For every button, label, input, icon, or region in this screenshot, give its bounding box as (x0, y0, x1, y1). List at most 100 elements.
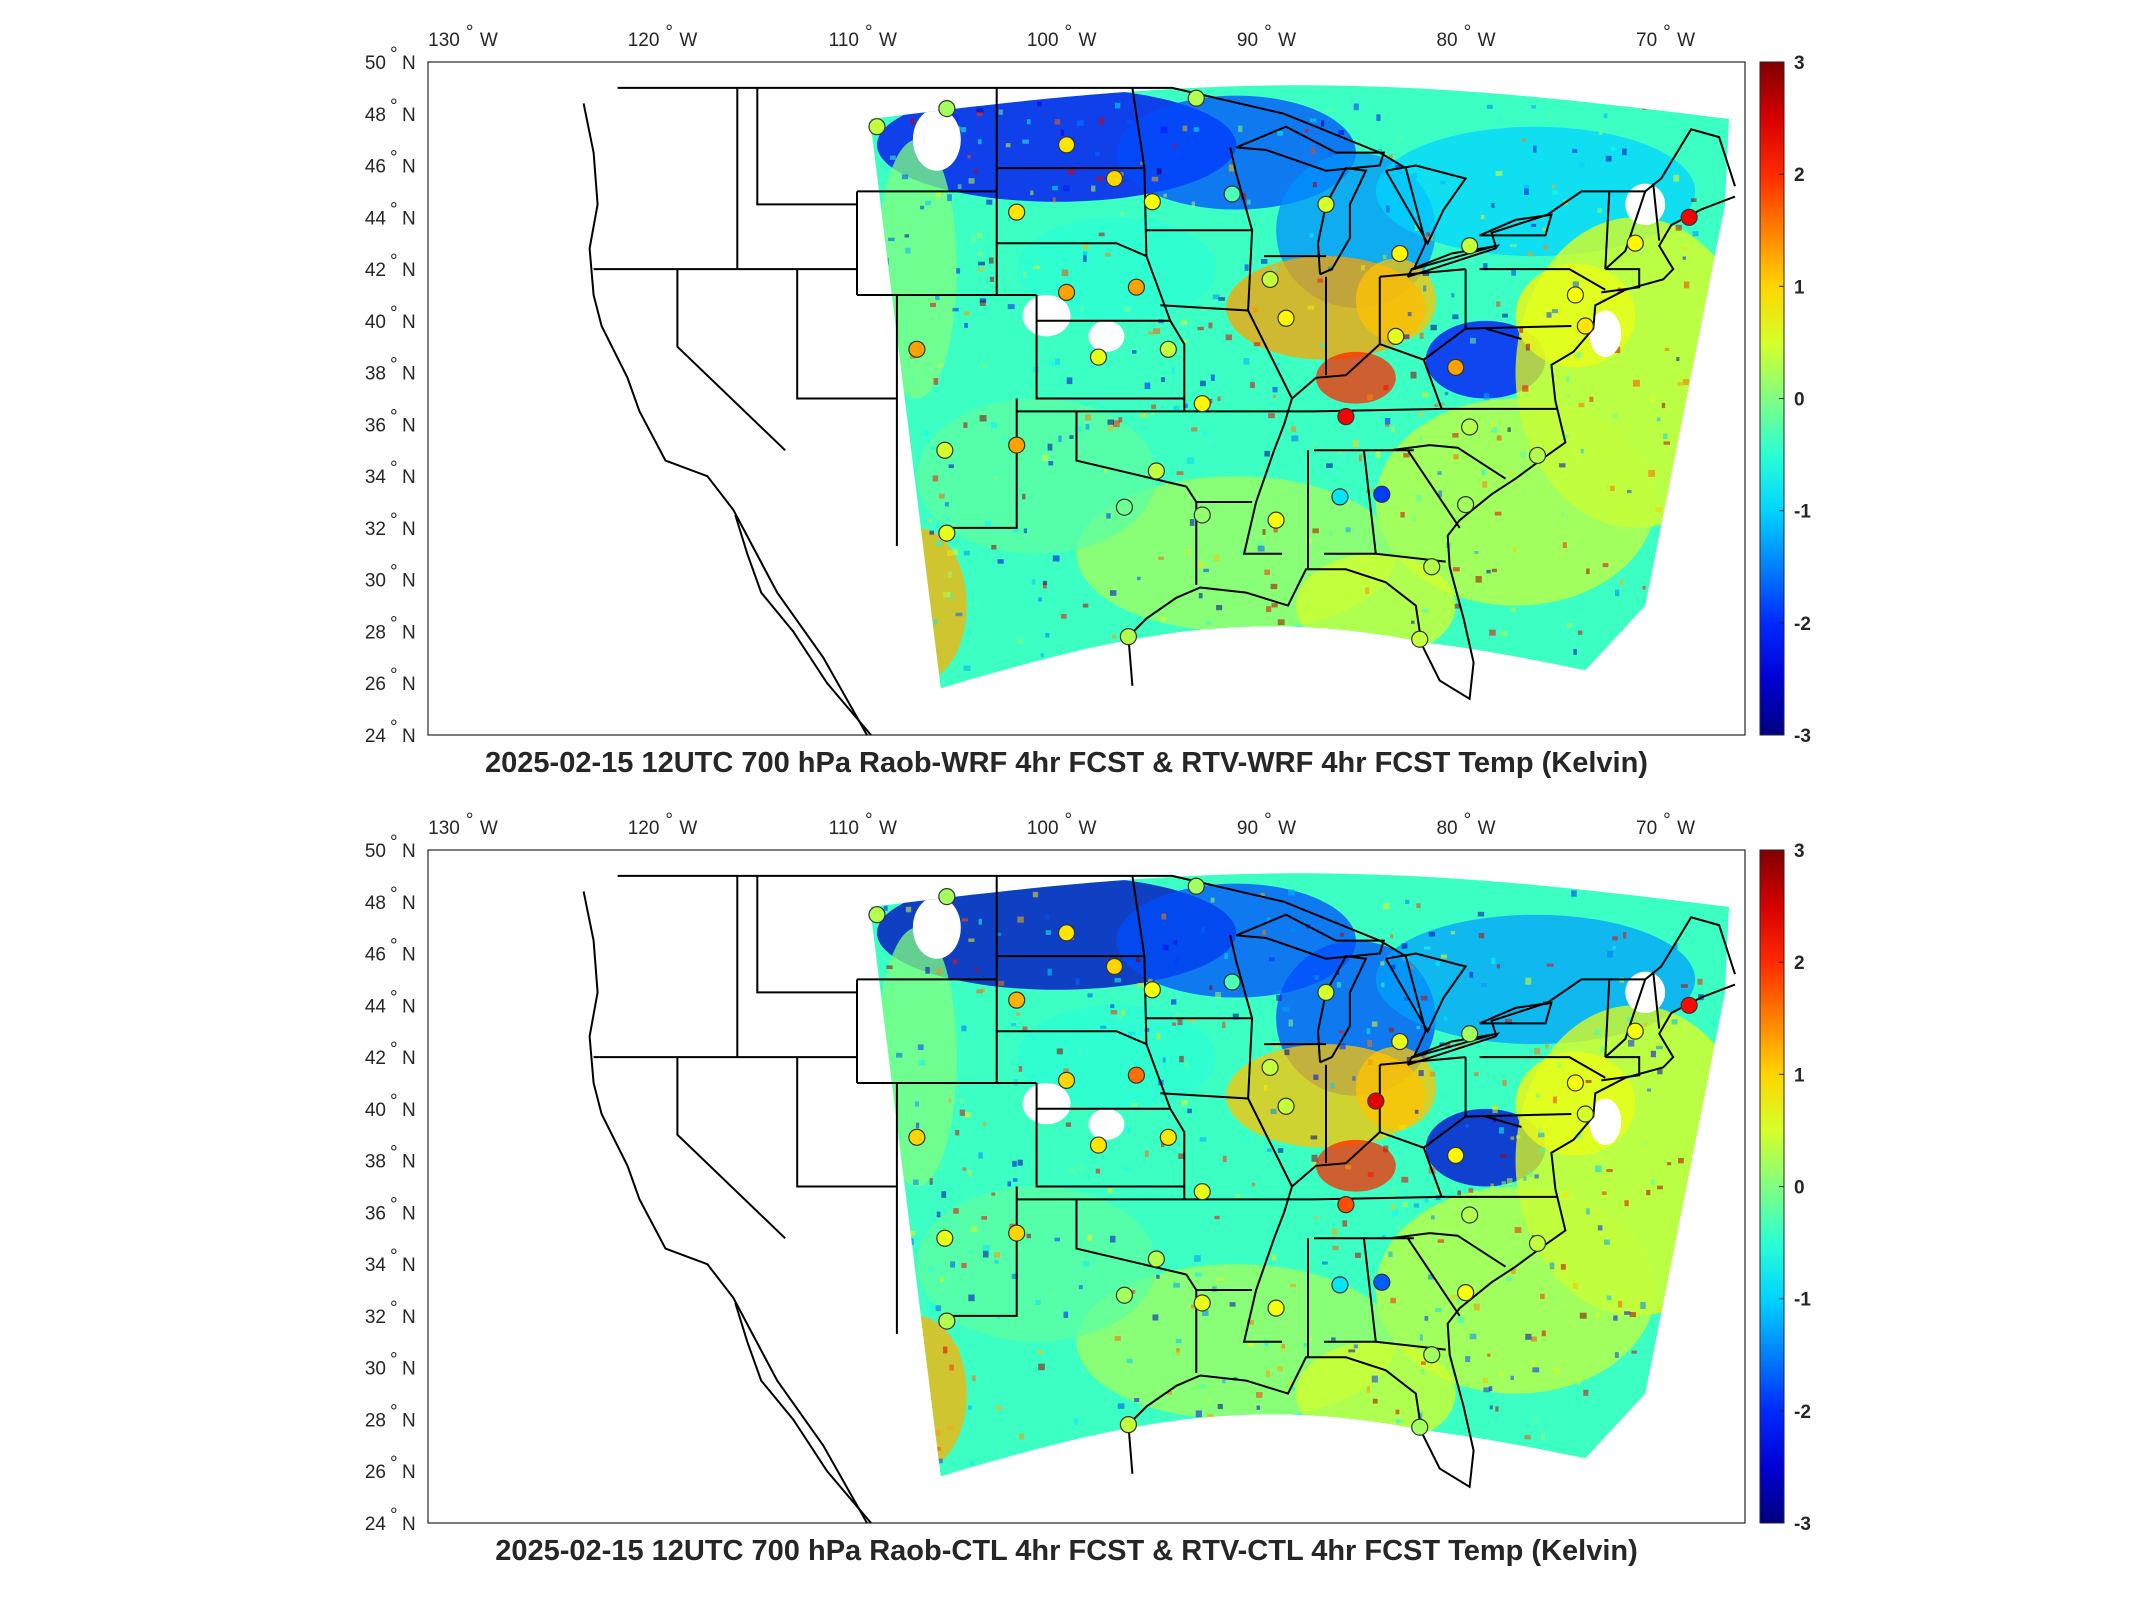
colorbar-tick-label: 3 (1794, 841, 1805, 862)
latitude-suffix: N (402, 945, 416, 966)
temperature-field (871, 873, 1729, 1477)
degree-symbol: ° (1065, 22, 1073, 43)
colorbar (1759, 849, 1785, 1524)
map-axes-frame (427, 849, 1746, 1524)
station-marker (1143, 981, 1161, 999)
latitude-suffix: N (402, 674, 416, 695)
station-marker (1223, 973, 1241, 991)
station-marker (1193, 506, 1211, 524)
degree-symbol: ° (390, 1143, 398, 1164)
station-marker (1680, 996, 1698, 1014)
longitude-tick-label: 70 (1636, 30, 1657, 51)
latitude-tick-label: 28 (365, 1410, 386, 1431)
colorbar-tick-label: -3 (1794, 726, 1811, 747)
station-marker (1267, 511, 1285, 529)
degree-symbol: ° (1464, 810, 1472, 831)
degree-symbol: ° (390, 96, 398, 117)
latitude-tick-label: 46 (365, 157, 386, 178)
station-marker (1391, 244, 1409, 263)
degree-symbol: ° (390, 936, 398, 957)
latitude-suffix: N (402, 622, 416, 643)
latitude-suffix: N (402, 1462, 416, 1483)
map-title-bottom: 2025-02-15 12UTC 700 hPa Raob-CTL 4hr FC… (495, 1535, 1638, 1567)
colorbar-tick-label: 3 (1794, 53, 1805, 74)
degree-symbol: ° (390, 251, 398, 272)
latitude-tick-label: 42 (365, 260, 386, 281)
latitude-suffix: N (402, 1152, 416, 1173)
longitude-suffix: W (1079, 30, 1097, 51)
station-marker (1105, 169, 1124, 188)
degree-symbol: ° (390, 1091, 398, 1112)
station-marker (938, 1312, 956, 1330)
degree-symbol: ° (390, 717, 398, 738)
latitude-tick-label: 34 (365, 1255, 387, 1276)
station-marker (908, 1128, 926, 1146)
degree-symbol: ° (1264, 810, 1272, 831)
colorbar-tick-label: -3 (1794, 1514, 1811, 1535)
station-marker (1223, 185, 1241, 203)
degree-symbol: ° (466, 22, 474, 43)
longitude-tick-label: 110 (829, 30, 859, 51)
latitude-tick-label: 40 (365, 312, 386, 333)
degree-symbol: ° (390, 1505, 398, 1526)
latitude-suffix: N (402, 1514, 416, 1535)
longitude-tick-label: 100 (1027, 30, 1059, 51)
station-marker (1008, 991, 1026, 1009)
longitude-suffix: W (879, 818, 897, 839)
degree-symbol: ° (390, 665, 398, 686)
station-marker (1089, 1136, 1108, 1154)
latitude-suffix: N (402, 571, 416, 592)
station-marker (1008, 436, 1026, 454)
latitude-tick-label: 38 (365, 1152, 386, 1173)
station-marker (1337, 408, 1355, 426)
latitude-tick-label: 32 (365, 519, 386, 540)
colorbar-tick-label: 0 (1794, 1178, 1805, 1199)
station-marker (1193, 1294, 1211, 1312)
latitude-suffix: N (402, 208, 416, 229)
longitude-tick-label: 100 (1027, 818, 1059, 839)
longitude-tick-label: 130 (428, 30, 460, 51)
longitude-suffix: W (1478, 818, 1496, 839)
latitude-suffix: N (402, 415, 416, 436)
station-marker (1261, 270, 1279, 289)
station-marker (1317, 195, 1335, 213)
latitude-suffix: N (402, 260, 416, 281)
latitude-suffix: N (402, 841, 416, 862)
station-marker (1576, 317, 1594, 335)
degree-symbol: ° (390, 1039, 398, 1060)
latitude-tick-label: 36 (365, 1203, 386, 1224)
degree-symbol: ° (390, 832, 398, 853)
station-marker (1367, 1092, 1385, 1110)
latitude-tick-label: 32 (365, 1307, 386, 1328)
station-marker (1423, 558, 1441, 576)
station-marker (1143, 193, 1161, 211)
map-top: 130 ° W 120 ° W 110 ° W 100 ° W 90 ° W 80 ° W 70 ° W50 ° N48 ° N… (365, 22, 1811, 747)
station-marker (1411, 1418, 1429, 1436)
degree-symbol: ° (390, 1194, 398, 1215)
longitude-tick-label: 70 (1636, 818, 1657, 839)
degree-symbol: ° (390, 44, 398, 65)
station-marker (1331, 488, 1349, 506)
latitude-tick-label: 36 (365, 415, 386, 436)
colorbar-tick-label: 1 (1794, 1065, 1805, 1086)
station-marker (1115, 1286, 1134, 1304)
longitude-tick-label: 90 (1237, 30, 1258, 51)
degree-symbol: ° (390, 510, 398, 531)
latitude-suffix: N (402, 1307, 416, 1328)
longitude-suffix: W (1278, 818, 1296, 839)
station-marker (1447, 358, 1465, 377)
latitude-suffix: N (402, 1048, 416, 1069)
degree-symbol: ° (865, 810, 873, 831)
latitude-suffix: N (402, 1100, 416, 1121)
latitude-suffix: N (402, 1203, 416, 1224)
latitude-tick-label: 40 (365, 1100, 386, 1121)
colorbar-tick-label: -2 (1794, 614, 1811, 635)
latitude-tick-label: 46 (365, 945, 386, 966)
station-marker (938, 524, 956, 542)
station-marker (1267, 1299, 1285, 1317)
station-marker (1119, 1416, 1138, 1434)
station-marker (1461, 1025, 1479, 1043)
latitude-tick-label: 34 (365, 467, 387, 488)
